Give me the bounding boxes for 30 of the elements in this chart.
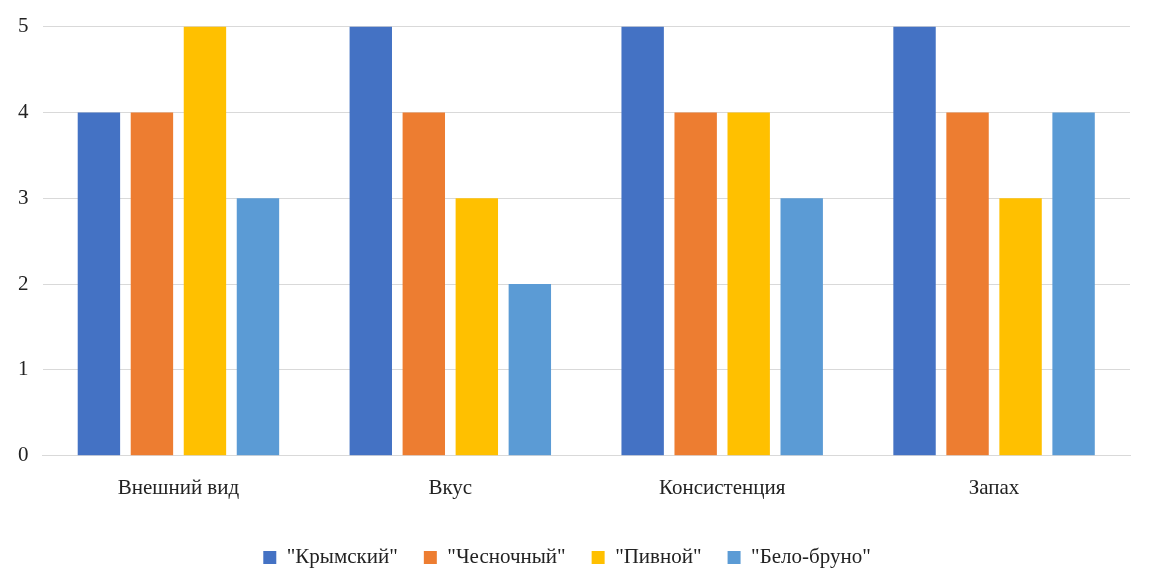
y-tick-label: 5 [18, 13, 29, 38]
x-tick-label: Вкус [428, 474, 473, 499]
bar [402, 112, 446, 456]
bar [508, 284, 552, 456]
bar [946, 112, 989, 456]
y-tick-label: 4 [18, 98, 29, 123]
x-tick-label: Внешний вид [117, 474, 240, 499]
bar [1052, 112, 1095, 456]
bar [130, 112, 174, 456]
bar [77, 112, 121, 456]
x-tick-label: Запах [968, 474, 1020, 499]
bar [455, 198, 499, 456]
y-tick-label: 2 [18, 270, 29, 295]
bar [674, 112, 717, 456]
bar [727, 112, 770, 456]
legend-label: "Бело-бруно" [751, 544, 871, 569]
bar [183, 26, 227, 456]
y-tick-label: 0 [18, 442, 29, 467]
x-tick-label: Консистенция [658, 474, 786, 499]
legend-label: "Чесночный" [447, 544, 566, 569]
bar [349, 26, 392, 456]
legend-label: "Крымский" [286, 544, 398, 569]
legend-label: "Пивной" [615, 544, 702, 569]
bar [999, 198, 1042, 456]
y-tick-label: 3 [18, 184, 29, 209]
bar [236, 198, 280, 456]
bar [893, 26, 936, 456]
bar [621, 26, 664, 456]
y-tick-label: 1 [18, 356, 29, 381]
bar [780, 198, 823, 456]
